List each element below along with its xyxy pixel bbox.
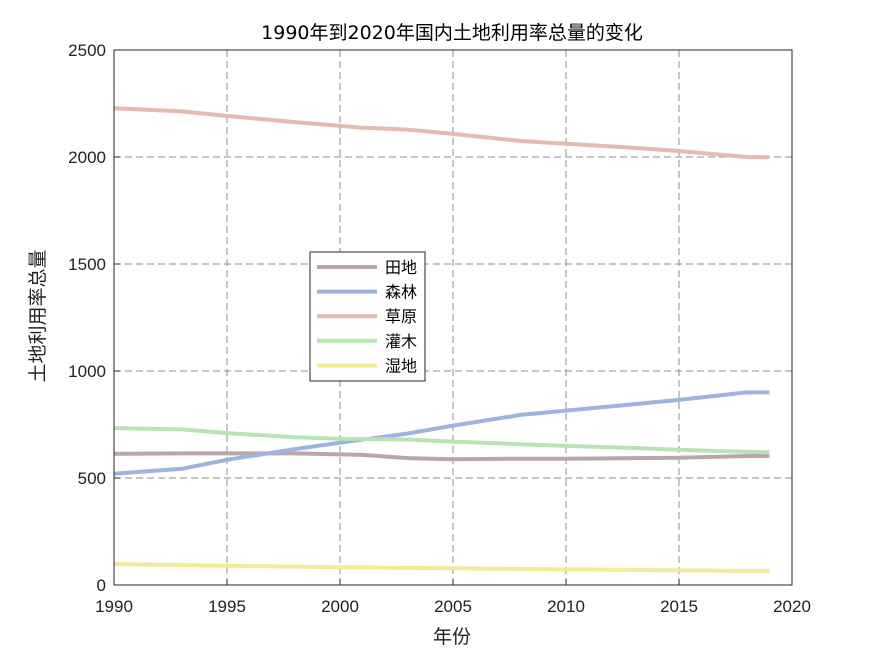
legend-label: 灌木 xyxy=(385,332,417,351)
legend-label: 湿地 xyxy=(385,356,417,375)
series-line-2 xyxy=(113,390,770,476)
tick-labels: 1990 1995 2000 2005 2010 2015 2020 0 500 1000 1500… xyxy=(68,41,811,616)
x-tick-label: 2010 xyxy=(547,597,585,616)
series-line-5 xyxy=(113,562,770,573)
y-tick-label: 500 xyxy=(78,469,106,488)
chart-title: 1990年到2020年国内土地利用率总量的变化 xyxy=(261,22,643,44)
grid xyxy=(114,50,792,585)
x-axis-label: 年份 xyxy=(433,626,471,648)
series-line-4 xyxy=(113,426,770,455)
y-tick-label: 1500 xyxy=(68,255,106,274)
x-tick-label: 1995 xyxy=(208,597,246,616)
x-tick-label: 2020 xyxy=(773,597,811,616)
y-tick-label: 0 xyxy=(97,576,106,595)
legend-label: 森林 xyxy=(385,283,417,302)
x-tick-label: 2005 xyxy=(434,597,472,616)
series-line-1 xyxy=(113,451,770,462)
y-tick-label: 2500 xyxy=(68,41,106,60)
x-tick-label: 1990 xyxy=(95,597,133,616)
legend-label: 田地 xyxy=(385,258,417,277)
y-axis-label: 土地利用率总量 xyxy=(27,249,49,382)
y-tick-label: 1000 xyxy=(68,362,106,381)
legend-label: 草原 xyxy=(385,307,417,326)
series-lines xyxy=(113,106,770,573)
x-tick-label: 2015 xyxy=(660,597,698,616)
series-line-3 xyxy=(113,106,770,160)
y-tick-label: 2000 xyxy=(68,148,106,167)
x-tick-label: 2000 xyxy=(321,597,359,616)
